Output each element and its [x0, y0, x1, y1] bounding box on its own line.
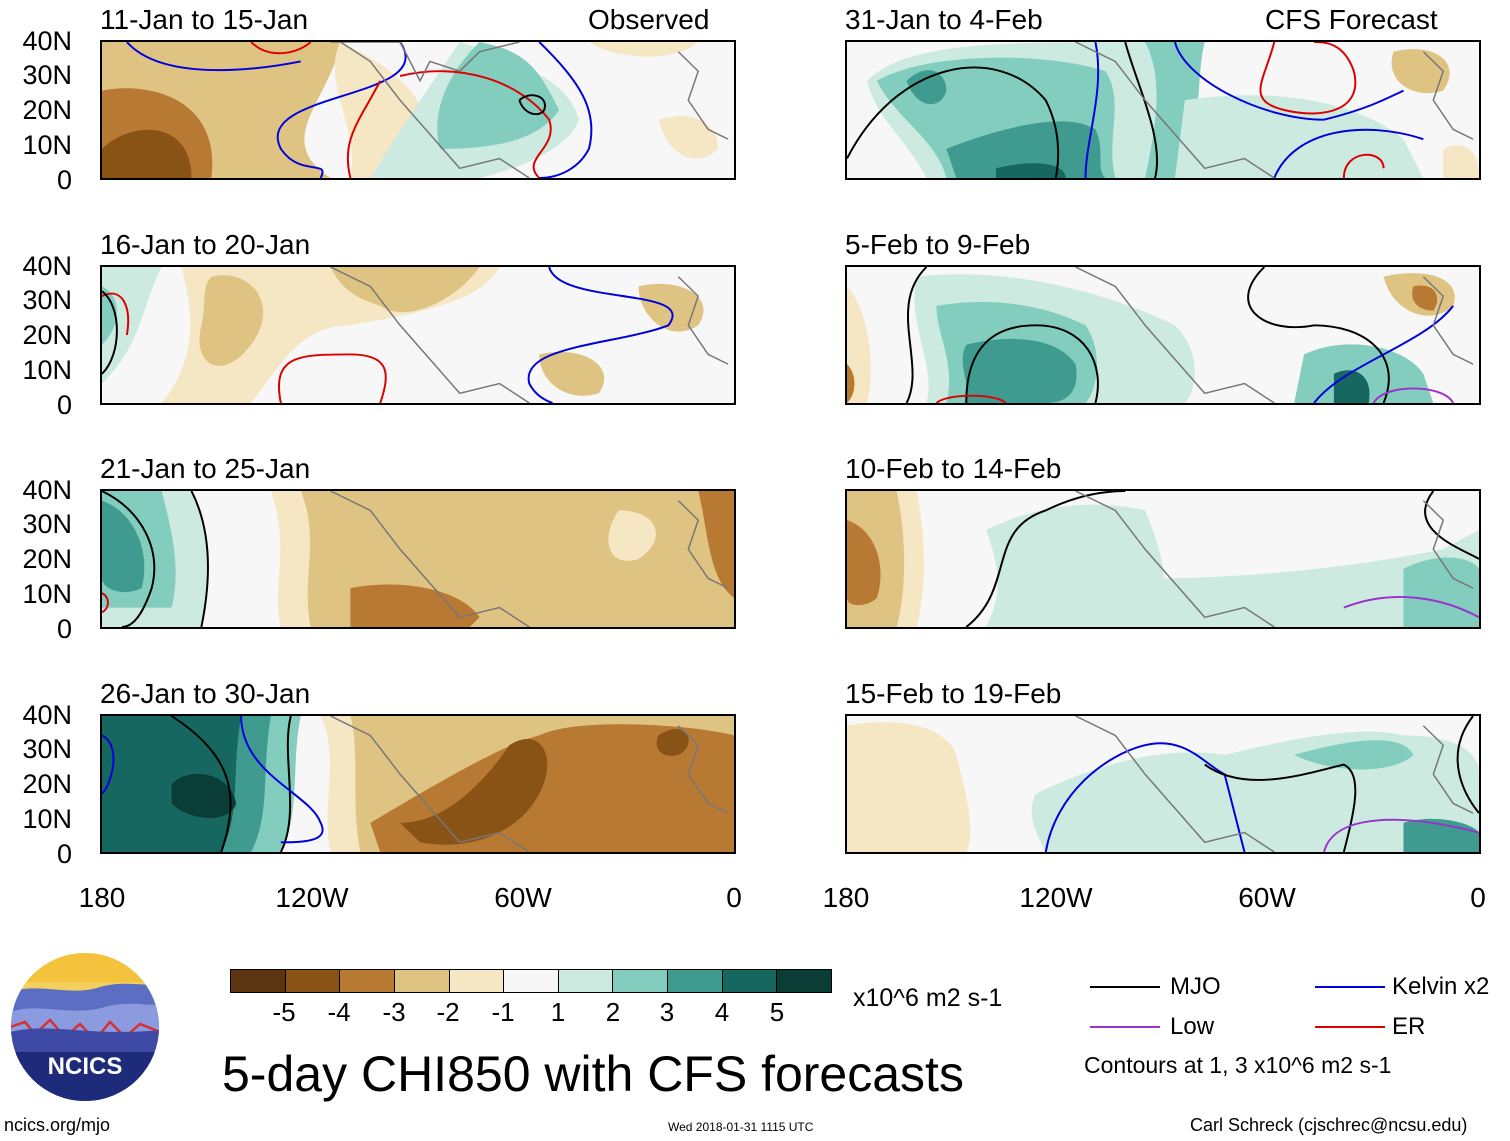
lat-label: 30N: [22, 734, 72, 764]
lon-label: 60W: [494, 882, 552, 913]
map-panel-l2: [100, 265, 736, 405]
map-panel-l3: [100, 489, 736, 629]
lat-label: 10N: [22, 130, 72, 160]
colorbar-swatch: [613, 970, 669, 992]
colorbar-swatch: [558, 970, 614, 992]
colorbar-swatch: [668, 970, 723, 992]
legend-kelvin-line: [1315, 986, 1385, 988]
map-panel-r4: [845, 714, 1481, 854]
panel-title: 11-Jan to 15-Jan: [100, 4, 309, 35]
lat-label: 40N: [22, 700, 72, 730]
figure-title: 5-day CHI850 with CFS forecasts: [222, 1046, 964, 1102]
panel-title: 15-Feb to 19-Feb: [845, 678, 1062, 709]
colorbar-label: 3: [659, 997, 675, 1027]
colorbar-swatch: [231, 970, 286, 992]
lat-label: 10N: [22, 355, 72, 385]
lat-label: 30N: [22, 60, 72, 90]
panel-title: 10-Feb to 14-Feb: [845, 453, 1062, 484]
panel-title: 31-Jan to 4-Feb: [845, 4, 1043, 35]
legend-low-line: [1090, 1026, 1160, 1028]
panel-title: 26-Jan to 30-Jan: [100, 678, 311, 709]
footer-timestamp: Wed 2018-01-31 1115 UTC: [668, 1120, 814, 1134]
lat-label: 20N: [22, 769, 72, 799]
lat-label: 20N: [22, 320, 72, 350]
panel-tag-forecast: CFS Forecast: [1265, 4, 1438, 35]
lat-label: 0: [56, 839, 72, 869]
colorbar-swatch: [777, 970, 832, 992]
lon-label: 0: [726, 882, 742, 913]
lat-label: 40N: [22, 251, 72, 281]
lon-label: 180: [78, 882, 126, 913]
ncics-logo: NCICS: [10, 952, 160, 1102]
lon-label: 0: [1470, 882, 1486, 913]
colorbar-swatch: [449, 970, 505, 992]
colorbar-swatch: [394, 970, 450, 992]
lat-label: 40N: [22, 475, 72, 505]
lon-label: 180: [822, 882, 870, 913]
panel-tag-observed: Observed: [588, 4, 710, 35]
legend-er-label: ER: [1392, 1013, 1426, 1040]
legend-kelvin-label: Kelvin x2: [1392, 973, 1490, 1000]
colorbar-label: -2: [436, 997, 460, 1027]
colorbar-swatch: [285, 970, 341, 992]
footer-credit: Carl Schreck (cjschrec@ncsu.edu): [1190, 1115, 1468, 1135]
legend-mjo-line: [1090, 986, 1160, 988]
logo-text: NCICS: [48, 1053, 123, 1080]
colorbar-swatch: [722, 970, 778, 992]
lat-label: 30N: [22, 285, 72, 315]
colorbar-swatch: [340, 970, 395, 992]
map-panel-r3: [845, 489, 1481, 629]
lat-label: 10N: [22, 804, 72, 834]
colorbar: [230, 969, 832, 993]
panel-title: 16-Jan to 20-Jan: [100, 229, 311, 260]
lat-label: 10N: [22, 579, 72, 609]
lat-label: 0: [56, 165, 72, 195]
lon-label: 120W: [275, 882, 349, 913]
lon-label: 120W: [1019, 882, 1093, 913]
lat-label: 20N: [22, 95, 72, 125]
colorbar-label: 5: [769, 997, 785, 1027]
panel-title: 5-Feb to 9-Feb: [845, 229, 1031, 260]
colorbar-label: -4: [327, 997, 351, 1027]
lat-label: 0: [56, 390, 72, 420]
colorbar-units: x10^6 m2 s-1: [853, 984, 1003, 1012]
colorbar-label: 1: [550, 997, 566, 1027]
panel-title: 21-Jan to 25-Jan: [100, 453, 311, 484]
colorbar-label: -5: [272, 997, 296, 1027]
lat-label: 20N: [22, 544, 72, 574]
map-panel-r1: [845, 40, 1481, 180]
legend-low-label: Low: [1170, 1013, 1215, 1040]
lat-label: 30N: [22, 509, 72, 539]
legend-er-line: [1315, 1026, 1385, 1028]
legend-contours-note: Contours at 1, 3 x10^6 m2 s-1: [1084, 1052, 1392, 1078]
footer-url[interactable]: ncics.org/mjo: [4, 1115, 111, 1135]
map-panel-r2: [845, 265, 1481, 405]
colorbar-label: 4: [714, 997, 730, 1027]
legend-mjo-label: MJO: [1170, 973, 1221, 1000]
lat-label: 0: [56, 614, 72, 644]
colorbar-label: 2: [605, 997, 621, 1027]
lat-label: 40N: [22, 26, 72, 56]
map-panel-l1: [100, 40, 736, 180]
lon-label: 60W: [1238, 882, 1296, 913]
map-panel-l4: [100, 714, 736, 854]
colorbar-swatch: [504, 970, 559, 992]
colorbar-label: -1: [491, 997, 515, 1027]
colorbar-label: -3: [382, 997, 406, 1027]
